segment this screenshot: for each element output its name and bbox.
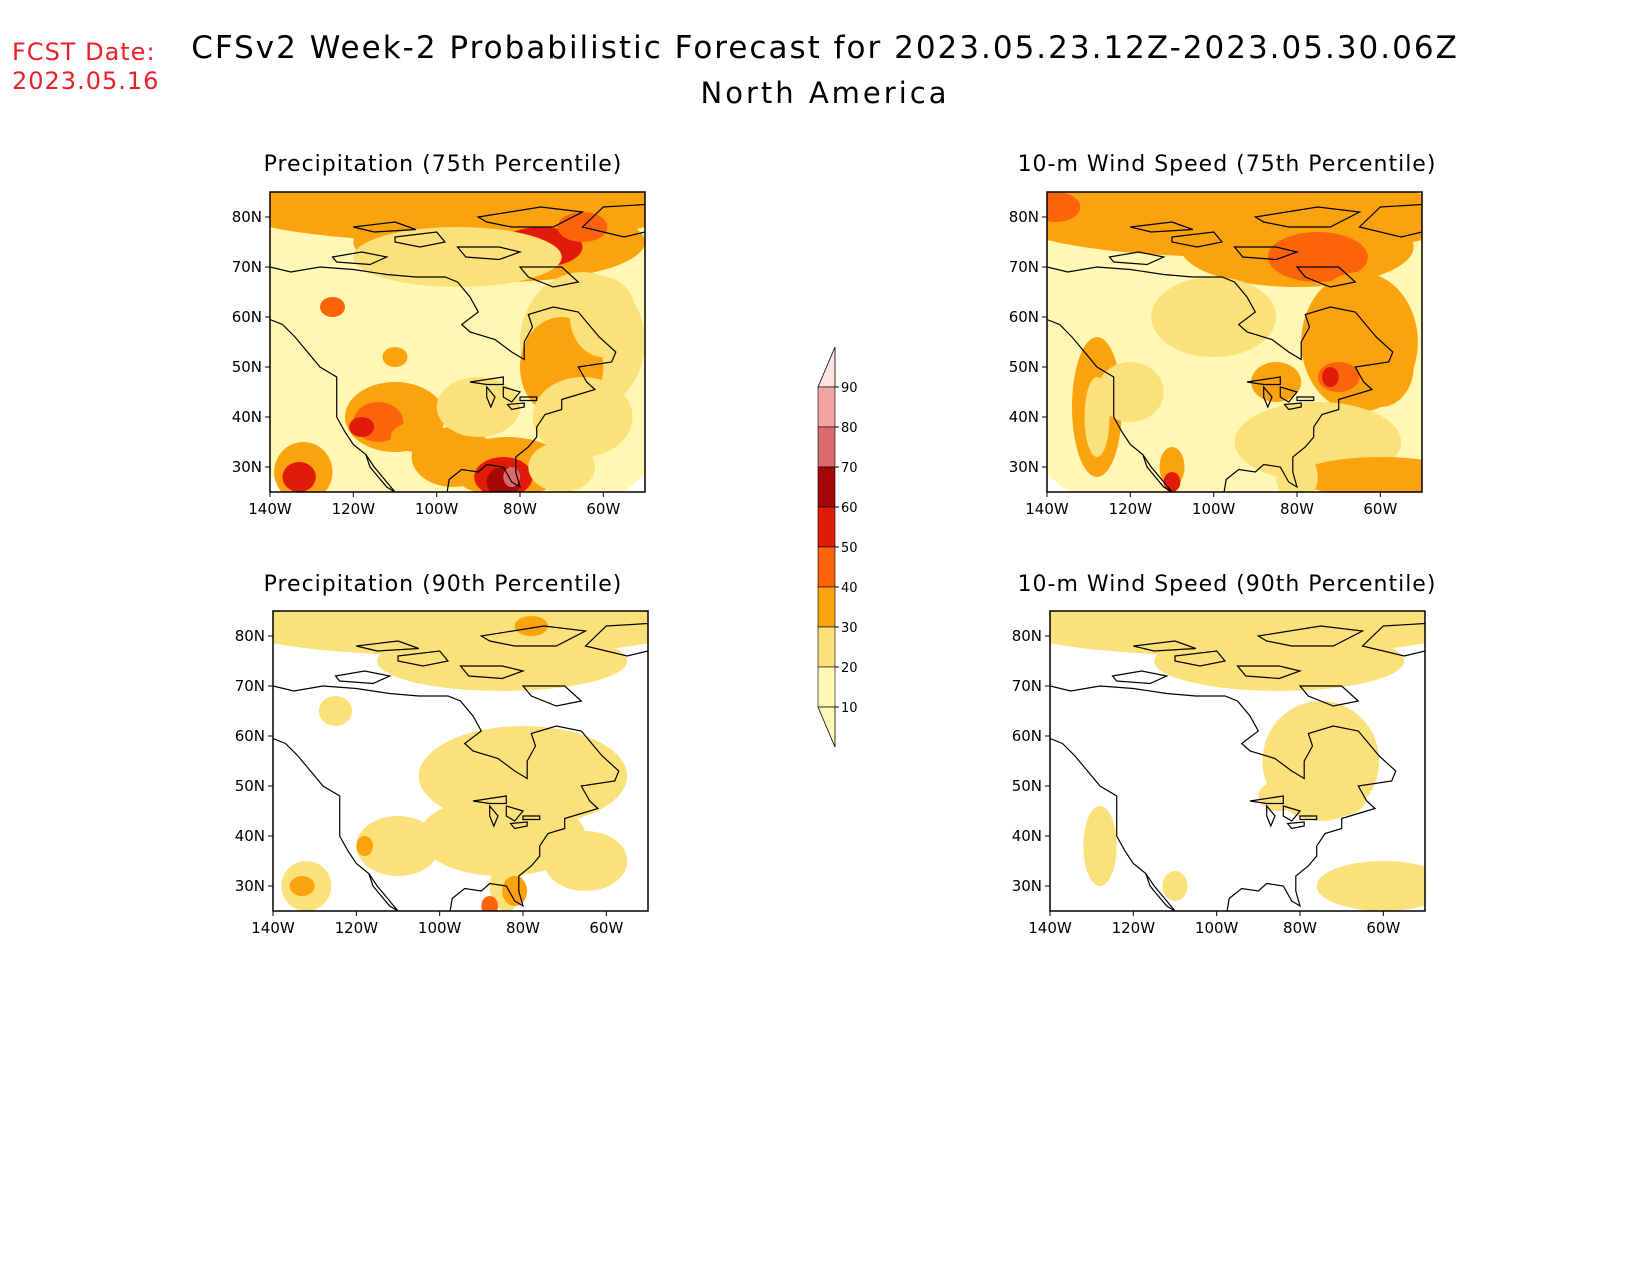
panel-title-precip-75: Precipitation (75th Percentile) bbox=[263, 152, 623, 177]
lat-tick-label: 70N bbox=[1012, 677, 1042, 695]
forecast-date-block: FCST Date: 2023.05.16 bbox=[12, 38, 159, 96]
forecast-date-label: FCST Date: bbox=[12, 38, 156, 66]
lat-tick-label: 70N bbox=[232, 258, 262, 276]
colorbar-segment bbox=[817, 546, 836, 588]
lon-tick-label: 140W bbox=[248, 500, 292, 518]
map-wind-75: 140W 120W 100W 80W 60W 80N 70N 60N 50N 40N 30N bbox=[1009, 191, 1423, 518]
lon-tick-label: 140W bbox=[1028, 919, 1072, 937]
panel-title-wind-75: 10-m Wind Speed (75th Percentile) bbox=[1017, 152, 1437, 177]
lon-tick-label: 80W bbox=[1283, 919, 1317, 937]
lat-tick-label: 30N bbox=[1012, 877, 1042, 895]
panel-title-precip-90: Precipitation (90th Percentile) bbox=[263, 572, 623, 597]
lon-tick-label: 120W bbox=[332, 500, 376, 518]
lon-tick-label: 80W bbox=[506, 919, 540, 937]
lon-tick-label: 100W bbox=[1192, 500, 1236, 518]
lon-tick-label: 140W bbox=[251, 919, 295, 937]
forecast-date-value: 2023.05.16 bbox=[12, 67, 160, 95]
colorbar-segment bbox=[817, 506, 836, 548]
main-title-line1: CFSv2 Week-2 Probabilistic Forecast for … bbox=[191, 30, 1459, 66]
lon-tick-label: 140W bbox=[1025, 500, 1069, 518]
lat-tick-label: 60N bbox=[235, 727, 265, 745]
lat-tick-label: 60N bbox=[1009, 308, 1039, 326]
main-title: CFSv2 Week-2 Probabilistic Forecast for … bbox=[0, 30, 1650, 110]
colorbar-segment bbox=[817, 386, 836, 428]
lon-tick-label: 100W bbox=[418, 919, 462, 937]
colorbar-segment bbox=[817, 666, 836, 708]
colorbar-level-label: 70 bbox=[841, 461, 858, 476]
colorbar-level-label: 50 bbox=[841, 541, 858, 556]
colorbar-segment bbox=[817, 466, 836, 508]
colorbar-segment bbox=[817, 346, 836, 388]
lat-tick-label: 80N bbox=[232, 208, 262, 226]
lat-tick-label: 60N bbox=[232, 308, 262, 326]
map-precip-90: 140W 120W 100W 80W 60W 80N 70N 60N 50N 40N 30N bbox=[235, 610, 649, 937]
colorbar-level-label: 20 bbox=[841, 661, 858, 676]
lat-tick-label: 30N bbox=[232, 458, 262, 476]
lat-tick-label: 80N bbox=[1009, 208, 1039, 226]
map-precip-75: 140W 120W 100W 80W 60W 80N 70N 60N 50N 40N 30N bbox=[232, 191, 646, 518]
colorbar-segment bbox=[817, 706, 836, 748]
colorbar-level-label: 40 bbox=[841, 581, 858, 596]
colorbar-level-label: 10 bbox=[841, 701, 858, 716]
lon-tick-label: 120W bbox=[1112, 919, 1156, 937]
lon-tick-label: 60W bbox=[1366, 919, 1400, 937]
colorbar-segment bbox=[817, 426, 836, 468]
lon-tick-label: 60W bbox=[589, 919, 623, 937]
lon-tick-label: 100W bbox=[1195, 919, 1239, 937]
lon-tick-label: 60W bbox=[1363, 500, 1397, 518]
colorbar-segment bbox=[817, 626, 836, 668]
lat-tick-label: 30N bbox=[1009, 458, 1039, 476]
lat-tick-label: 60N bbox=[1012, 727, 1042, 745]
panel-title-wind-90: 10-m Wind Speed (90th Percentile) bbox=[1017, 572, 1437, 597]
lat-tick-label: 30N bbox=[235, 877, 265, 895]
lat-tick-label: 50N bbox=[235, 777, 265, 795]
map-wind-90: 140W 120W 100W 80W 60W 80N 70N 60N 50N 40N 30N bbox=[1012, 610, 1426, 937]
lon-tick-label: 120W bbox=[1109, 500, 1153, 518]
main-title-line2: North America bbox=[700, 76, 950, 110]
colorbar: 10 20 30 40 50 60 70 80 90 bbox=[817, 346, 858, 748]
lat-tick-label: 50N bbox=[232, 358, 262, 376]
lat-tick-label: 40N bbox=[1009, 408, 1039, 426]
lat-tick-label: 40N bbox=[1012, 827, 1042, 845]
lat-tick-label: 40N bbox=[235, 827, 265, 845]
lat-tick-label: 70N bbox=[235, 677, 265, 695]
lon-tick-label: 80W bbox=[503, 500, 537, 518]
lat-tick-label: 80N bbox=[1012, 627, 1042, 645]
colorbar-level-label: 30 bbox=[841, 621, 858, 636]
lat-tick-label: 70N bbox=[1009, 258, 1039, 276]
colorbar-segment bbox=[817, 586, 836, 628]
colorbar-level-label: 90 bbox=[841, 381, 858, 396]
lon-tick-label: 80W bbox=[1280, 500, 1314, 518]
lon-tick-label: 60W bbox=[586, 500, 620, 518]
colorbar-level-label: 60 bbox=[841, 501, 858, 516]
lat-tick-label: 50N bbox=[1012, 777, 1042, 795]
lon-tick-label: 120W bbox=[335, 919, 379, 937]
colorbar-level-label: 80 bbox=[841, 421, 858, 436]
lat-tick-label: 80N bbox=[235, 627, 265, 645]
lat-tick-label: 40N bbox=[232, 408, 262, 426]
lat-tick-label: 50N bbox=[1009, 358, 1039, 376]
lon-tick-label: 100W bbox=[415, 500, 459, 518]
